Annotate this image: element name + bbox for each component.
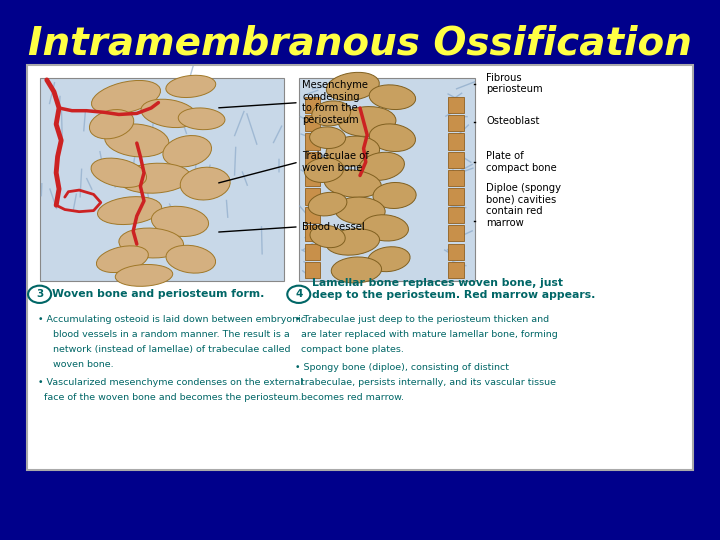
Bar	[448, 207, 464, 223]
Circle shape	[28, 286, 51, 303]
Text: Osteoblast: Osteoblast	[486, 117, 539, 126]
Bar	[305, 133, 320, 150]
Text: Lamellar bone replaces woven bone, just
deep to the periosteum. Red marrow appea: Lamellar bone replaces woven bone, just …	[312, 278, 595, 300]
Ellipse shape	[119, 163, 191, 193]
Text: Woven bone and periosteum form.: Woven bone and periosteum form.	[52, 289, 264, 299]
Bar	[305, 152, 320, 168]
Ellipse shape	[115, 265, 173, 286]
Ellipse shape	[326, 136, 379, 166]
Ellipse shape	[141, 99, 197, 127]
Ellipse shape	[331, 257, 382, 283]
Text: compact bone plates.: compact bone plates.	[295, 345, 404, 354]
Text: Plate of
compact bone: Plate of compact bone	[486, 151, 557, 173]
Ellipse shape	[96, 246, 148, 273]
Ellipse shape	[91, 158, 147, 187]
Ellipse shape	[179, 108, 225, 130]
Bar	[448, 152, 464, 168]
Bar	[448, 170, 464, 186]
Circle shape	[287, 286, 310, 303]
Ellipse shape	[338, 106, 396, 137]
Text: • Trabeculae just deep to the periosteum thicken and: • Trabeculae just deep to the periosteum…	[295, 315, 549, 324]
Ellipse shape	[367, 247, 410, 272]
Text: network (instead of lamellae) of trabeculae called: network (instead of lamellae) of trabecu…	[47, 345, 290, 354]
Ellipse shape	[151, 206, 209, 237]
Bar	[448, 97, 464, 113]
Text: 3: 3	[36, 289, 43, 299]
Bar	[305, 207, 320, 223]
Bar	[305, 188, 320, 205]
Ellipse shape	[326, 72, 379, 100]
Text: Diploe (spongy
bone) cavities
contain red
marrow: Diploe (spongy bone) cavities contain re…	[486, 183, 561, 227]
Text: • Vascularized mesenchyme condenses on the external: • Vascularized mesenchyme condenses on t…	[38, 378, 303, 387]
Text: 4: 4	[295, 289, 302, 299]
Bar	[305, 225, 320, 241]
Text: • Accumulating osteoid is laid down between embryonic: • Accumulating osteoid is laid down betw…	[38, 315, 306, 324]
Text: woven bone.: woven bone.	[47, 360, 114, 369]
Ellipse shape	[310, 127, 346, 148]
Bar	[448, 188, 464, 205]
Ellipse shape	[305, 158, 343, 183]
Text: face of the woven bone and becomes the periosteum.: face of the woven bone and becomes the p…	[38, 393, 302, 402]
Bar	[305, 262, 320, 278]
Text: Mesenchyme
condensing
to form the
periosteum: Mesenchyme condensing to form the perios…	[302, 80, 369, 125]
Ellipse shape	[104, 124, 169, 157]
Bar	[305, 170, 320, 186]
Bar	[448, 262, 464, 278]
Bar	[448, 225, 464, 241]
Bar	[27, 65, 693, 470]
Ellipse shape	[163, 136, 212, 167]
Ellipse shape	[166, 75, 216, 98]
Text: trabeculae, persists internally, and its vascular tissue: trabeculae, persists internally, and its…	[295, 378, 557, 387]
Ellipse shape	[312, 101, 351, 126]
Ellipse shape	[362, 215, 408, 241]
Bar	[305, 115, 320, 131]
Bar	[299, 78, 475, 281]
Ellipse shape	[308, 192, 347, 216]
Bar	[448, 115, 464, 131]
Bar	[305, 244, 320, 260]
Text: becomes red marrow.: becomes red marrow.	[295, 393, 404, 402]
Ellipse shape	[97, 197, 162, 225]
Ellipse shape	[359, 152, 405, 180]
Text: • Spongy bone (diploe), consisting of distinct: • Spongy bone (diploe), consisting of di…	[295, 363, 509, 372]
Ellipse shape	[91, 80, 161, 114]
Ellipse shape	[89, 110, 134, 139]
Bar	[448, 133, 464, 150]
Bar	[448, 244, 464, 260]
Text: Trabeculae of
woven bone: Trabeculae of woven bone	[302, 151, 369, 173]
Text: Intramembranous Ossification: Intramembranous Ossification	[28, 24, 692, 62]
Ellipse shape	[373, 183, 416, 208]
Text: blood vessels in a random manner. The result is a: blood vessels in a random manner. The re…	[47, 330, 289, 339]
Ellipse shape	[180, 167, 230, 200]
Text: are later replaced with mature lamellar bone, forming: are later replaced with mature lamellar …	[295, 330, 558, 339]
Ellipse shape	[369, 85, 415, 110]
Ellipse shape	[335, 197, 385, 224]
Ellipse shape	[166, 245, 215, 273]
Bar	[305, 97, 320, 113]
Text: Fibrous
periosteum: Fibrous periosteum	[486, 73, 543, 94]
Bar	[40, 78, 284, 281]
Ellipse shape	[369, 124, 415, 152]
Ellipse shape	[119, 228, 184, 258]
Ellipse shape	[326, 228, 379, 255]
Ellipse shape	[324, 170, 382, 198]
Ellipse shape	[310, 225, 345, 248]
Text: Blood vessel: Blood vessel	[302, 222, 365, 232]
